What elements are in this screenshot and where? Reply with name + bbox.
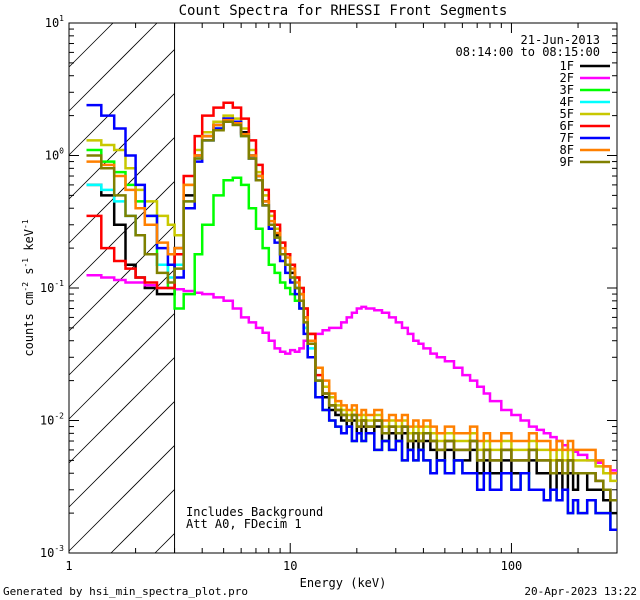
y-tick-mantissa: 10 xyxy=(40,281,54,295)
chart-title: Count Spectra for RHESSI Front Segments xyxy=(179,3,508,19)
hatch-line xyxy=(68,49,175,156)
y-tick-exponent: 0 xyxy=(59,147,64,156)
legend-label-5f: 5F xyxy=(560,107,574,121)
y-tick-exponent: -3 xyxy=(54,544,64,553)
series-line-2f xyxy=(86,273,617,472)
y-axis-label-mid1: s xyxy=(22,268,36,282)
hatch-line xyxy=(68,269,175,376)
footer-generated-by: Generated by hsi_min_spectra_plot.pro xyxy=(3,585,248,598)
hatch-line xyxy=(68,445,175,552)
y-tick-mantissa: 10 xyxy=(40,414,54,428)
annotation-background: Includes Background xyxy=(186,505,323,519)
x-tick-label: 100 xyxy=(501,559,523,573)
footer-timestamp: 20-Apr-2023 13:22 xyxy=(524,585,637,598)
y-axis-label-mid2: keV xyxy=(22,229,36,258)
legend-label-2f: 2F xyxy=(560,71,574,85)
y-axis-label-main: counts cm xyxy=(22,292,36,357)
hatch-line xyxy=(68,137,175,244)
hatch-line xyxy=(68,22,158,112)
x-tick-labels: 1 10 100 xyxy=(65,559,522,573)
y-tick-mantissa: 10 xyxy=(45,16,59,30)
attenuator-hatch-region xyxy=(68,22,175,554)
x-tick-label: 10 xyxy=(283,559,297,573)
legend-label-6f: 6F xyxy=(560,119,574,133)
y-tick-label: 10-2 xyxy=(40,412,64,428)
hatch-line xyxy=(68,93,175,200)
hatch-line xyxy=(68,22,114,68)
series-line-9f xyxy=(86,120,617,502)
y-tick-label: 100 xyxy=(45,147,64,163)
hatch-line xyxy=(68,401,175,508)
y-tick-exponent: -1 xyxy=(54,279,64,288)
y-tick-label: 10-1 xyxy=(40,279,64,295)
series-lines xyxy=(86,101,617,531)
hatch-line xyxy=(68,357,175,464)
y-axis-label-exp2: -1 xyxy=(21,258,30,268)
y-tick-exponent: -2 xyxy=(54,412,64,421)
legend-label-7f: 7F xyxy=(560,131,574,145)
x-axis-label: Energy (keV) xyxy=(300,576,387,590)
y-axis-label-exp1: -2 xyxy=(21,282,30,292)
y-axis-label-exp3: -1 xyxy=(21,219,30,229)
legend-date: 21-Jun-2013 xyxy=(521,33,600,47)
axis-ticks xyxy=(68,23,618,554)
hatch-line xyxy=(68,225,175,332)
hatch-line xyxy=(110,489,175,554)
x-tick-label: 1 xyxy=(65,559,72,573)
hatch-line xyxy=(154,533,175,554)
y-tick-mantissa: 10 xyxy=(45,149,59,163)
annotation-attenuator: Att A0, FDecim 1 xyxy=(186,517,302,531)
legend-label-4f: 4F xyxy=(560,95,574,109)
legend-time-range: 08:14:00 to 08:15:00 xyxy=(456,45,601,59)
legend-label-1f: 1F xyxy=(560,59,574,73)
y-tick-exponent: 1 xyxy=(59,14,64,23)
hatch-line xyxy=(68,181,175,288)
y-tick-mantissa: 10 xyxy=(40,546,54,560)
y-axis-label: counts cm-2 s-1 keV-1 xyxy=(21,219,36,356)
y-tick-label: 10-3 xyxy=(40,544,64,560)
legend-label-8f: 8F xyxy=(560,143,574,157)
legend: 21-Jun-2013 08:14:00 to 08:15:00 1F2F3F4… xyxy=(456,33,610,169)
legend-label-9f: 9F xyxy=(560,155,574,169)
y-tick-label: 101 xyxy=(45,14,64,30)
hatch-line xyxy=(68,313,175,420)
legend-label-3f: 3F xyxy=(560,83,574,97)
